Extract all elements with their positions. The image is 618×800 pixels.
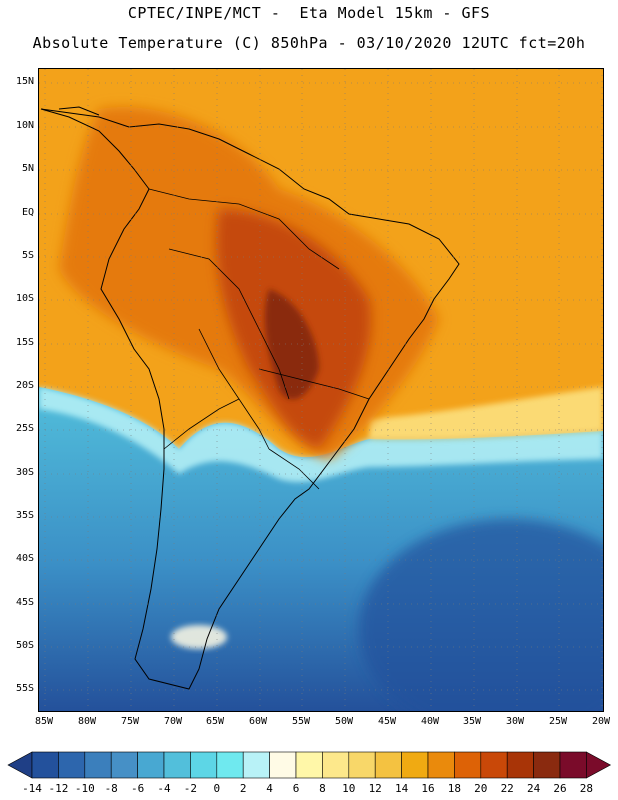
lon-label: 85W: [34, 716, 54, 727]
colorbar-cell: [454, 751, 482, 779]
lon-label: 40W: [420, 716, 440, 727]
yellow-zone: [369, 387, 603, 440]
transition-band: [39, 387, 603, 482]
colorbar-label: 10: [342, 782, 356, 795]
colorbar-cell: [31, 751, 59, 779]
border-line: [163, 398, 240, 450]
coast-outline: [40, 108, 460, 690]
colorbar-label: -2: [183, 782, 198, 795]
graticule: [39, 69, 603, 711]
colorbar-label: -12: [48, 782, 69, 795]
colorbar-label: 14: [394, 782, 409, 795]
lon-label: 35W: [462, 716, 482, 727]
colorbar-cell: [427, 751, 455, 779]
colorbar-cell: [269, 751, 297, 779]
lat-label: EQ: [21, 207, 34, 218]
border-line: [258, 368, 370, 400]
deep-cold-zone: [359, 519, 603, 711]
colorbar-label: 2: [239, 782, 247, 795]
lat-label: 10S: [15, 293, 34, 304]
lat-label: 40S: [15, 553, 34, 564]
colorbar-cell: [480, 751, 508, 779]
colorbar-cell: [216, 751, 244, 779]
central-america: [58, 106, 100, 116]
colorbar-label: -6: [130, 782, 145, 795]
colorbar-cell: [242, 751, 270, 779]
border-line: [168, 248, 290, 400]
lat-label: 50S: [15, 640, 34, 651]
pale-patch: [171, 625, 227, 649]
lat-label: 55S: [15, 683, 34, 694]
colorbar-cell: [533, 751, 561, 779]
lat-label: 15S: [15, 337, 34, 348]
colorbar-cell: [374, 751, 402, 779]
border-line: [268, 448, 320, 490]
lon-label: 65W: [205, 716, 225, 727]
lon-label: 75W: [120, 716, 140, 727]
temperature-field: [39, 69, 603, 711]
lon-label: 30W: [505, 716, 525, 727]
lon-label: 50W: [334, 716, 354, 727]
lat-label: 5S: [21, 250, 34, 261]
chart-title-line1: CPTEC/INPE/MCT - Eta Model 15km - GFS: [127, 4, 491, 22]
lon-label: 60W: [248, 716, 268, 727]
colorbar-cell: [559, 751, 587, 779]
colorbar-arrow-right: [586, 751, 612, 779]
lat-label: 10N: [15, 120, 34, 131]
colorbar-label: 12: [368, 782, 382, 795]
colorbar-label: 8: [319, 782, 326, 795]
lon-label: 45W: [377, 716, 397, 727]
colorbar-cell: [506, 751, 534, 779]
lon-label: 25W: [548, 716, 568, 727]
colorbar-cell: [348, 751, 376, 779]
colorbar-cell: [110, 751, 138, 779]
temperature-map: [38, 68, 604, 712]
colorbar-cell: [58, 751, 86, 779]
lon-label: 80W: [77, 716, 97, 727]
colorbar-cell: [322, 751, 350, 779]
colorbar-cell: [137, 751, 165, 779]
colorbar-cell: [295, 751, 323, 779]
colorbar-label: -8: [104, 782, 118, 795]
chart-title-line2: Absolute Temperature (C) 850hPa - 03/10/…: [32, 34, 586, 52]
lat-label: 35S: [15, 510, 34, 521]
colorbar-label: -4: [157, 782, 171, 795]
lat-label: 30S: [15, 467, 34, 478]
colorbar-label: 28: [579, 782, 594, 795]
colorbar-cell: [163, 751, 191, 779]
colorbar-label: -10: [74, 782, 95, 795]
colorbar-label: 26: [553, 782, 567, 795]
colorbar-label: 4: [266, 782, 273, 795]
colorbar-label: 22: [500, 782, 514, 795]
colorbar-cell: [190, 751, 218, 779]
lat-label: 45S: [15, 597, 34, 608]
colorbar-label: 20: [474, 782, 488, 795]
lat-label: 20S: [15, 380, 34, 391]
lat-label: 5N: [21, 163, 34, 174]
coastlines: [40, 106, 460, 690]
colorbar-label: 6: [292, 782, 300, 795]
borders: [148, 188, 370, 490]
lon-label: 55W: [291, 716, 311, 727]
colorbar-label: 16: [421, 782, 435, 795]
lat-label: 15N: [15, 76, 34, 87]
colorbar-label: 24: [526, 782, 541, 795]
colorbar-cell: [401, 751, 429, 779]
colorbar-label: 0: [213, 782, 221, 795]
colorbar-cell: [84, 751, 112, 779]
lon-label: 20W: [591, 716, 611, 727]
lon-label: 70W: [163, 716, 183, 727]
colorbar-label: -14: [22, 782, 42, 795]
border-line: [148, 188, 340, 270]
colorbar-arrow-left: [7, 751, 33, 779]
colorbar-label: 18: [447, 782, 462, 795]
lat-label: 25S: [15, 423, 34, 434]
